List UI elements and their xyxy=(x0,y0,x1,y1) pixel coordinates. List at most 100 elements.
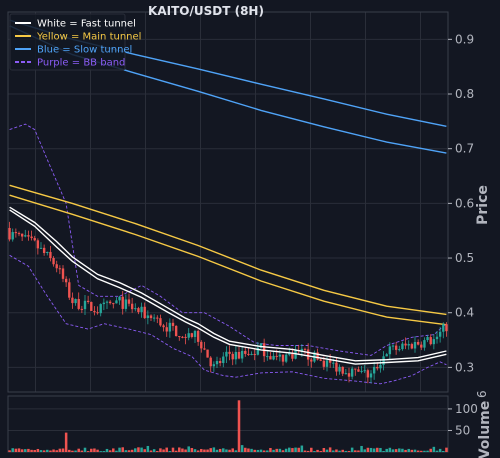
candle-body-82 xyxy=(266,356,269,358)
candle-body-36 xyxy=(121,296,124,309)
volume-bar-101 xyxy=(325,449,329,452)
volume-bar-120 xyxy=(385,448,388,452)
volume-bar-123 xyxy=(394,449,398,452)
volume-bar-36 xyxy=(121,447,124,452)
volume-bar-22 xyxy=(77,448,80,452)
volume-bar-50 xyxy=(165,447,168,452)
volume-gridlines xyxy=(8,408,448,431)
volume-bar-15 xyxy=(55,450,58,452)
price-axis-ticks: 0.3 0.4 0.5 0.6 0.7 0.8 0.9 xyxy=(448,32,474,374)
vol-tick-label-0: 50 xyxy=(455,423,470,437)
candle-body-61 xyxy=(200,341,203,349)
candle-body-48 xyxy=(159,318,162,326)
y-tick-label-5: 0.8 xyxy=(455,87,474,101)
volume-bar-0 xyxy=(8,450,11,452)
volume-bar-65 xyxy=(212,447,216,452)
volume-bar-75 xyxy=(244,447,247,452)
candle-body-29 xyxy=(99,304,102,314)
volume-bar-94 xyxy=(303,450,307,452)
volume-bar-128 xyxy=(410,449,414,452)
candle-body-34 xyxy=(115,300,118,304)
volume-bar-13 xyxy=(49,450,52,452)
volume-bar-51 xyxy=(168,451,172,452)
candle-body-80 xyxy=(259,343,263,348)
candle-body-26 xyxy=(90,302,93,311)
candle-body-119 xyxy=(382,356,385,365)
volume-bar-108 xyxy=(347,450,351,452)
candle-body-102 xyxy=(328,360,332,363)
volume-bar-28 xyxy=(96,449,99,452)
volume-bar-76 xyxy=(247,448,250,452)
candle-body-139 xyxy=(445,324,448,332)
volume-bar-58 xyxy=(190,448,194,452)
volume-bar-20 xyxy=(71,450,74,452)
candle-body-134 xyxy=(429,337,432,345)
volume-bar-82 xyxy=(266,450,269,452)
volume-bar-56 xyxy=(184,449,187,452)
volume-bar-11 xyxy=(42,450,46,452)
volume-bar-77 xyxy=(250,448,253,452)
candle-body-101 xyxy=(325,360,329,367)
candle-body-19 xyxy=(68,282,71,298)
candle-body-12 xyxy=(46,251,49,254)
volume-bar-126 xyxy=(404,449,407,452)
candle-body-76 xyxy=(247,353,250,355)
candle-body-94 xyxy=(303,348,307,350)
volume-bar-68 xyxy=(222,448,225,452)
volume-bar-119 xyxy=(382,450,385,452)
candle-body-28 xyxy=(96,312,99,314)
volume-bar-111 xyxy=(357,450,360,452)
candle-body-18 xyxy=(64,278,68,283)
candle-body-75 xyxy=(244,350,247,354)
volume-bar-115 xyxy=(369,447,373,452)
candle-body-32 xyxy=(108,301,112,304)
candle-body-133 xyxy=(426,337,429,341)
volume-bar-127 xyxy=(407,448,410,452)
volume-bar-100 xyxy=(322,448,326,452)
candle-body-79 xyxy=(256,347,260,355)
volume-bar-90 xyxy=(291,448,294,452)
volume-bar-40 xyxy=(134,448,137,452)
candle-body-127 xyxy=(407,344,410,346)
volume-bar-32 xyxy=(108,450,112,452)
y-tick-label-1: 0.4 xyxy=(455,306,474,320)
y-tick-label-4: 0.7 xyxy=(455,142,474,156)
candle-body-71 xyxy=(231,353,234,360)
candle-body-54 xyxy=(178,336,181,338)
y-axis-label: Price xyxy=(475,185,491,225)
y-tick-label-2: 0.5 xyxy=(455,251,474,265)
volume-bar-59 xyxy=(193,449,197,452)
volume-bar-135 xyxy=(432,446,436,452)
candle-body-73 xyxy=(237,351,241,359)
volume-bar-107 xyxy=(344,450,348,452)
candle-body-10 xyxy=(39,247,43,249)
candle-body-11 xyxy=(42,247,46,254)
candle-body-100 xyxy=(322,360,326,367)
volume-bar-39 xyxy=(130,449,134,452)
y-tick-label-6: 0.9 xyxy=(455,32,474,46)
volume-bar-30 xyxy=(102,451,106,452)
candle-body-33 xyxy=(112,303,115,305)
volume-exponent: 6 xyxy=(475,390,489,398)
volume-bar-38 xyxy=(127,450,131,452)
candle-body-77 xyxy=(250,353,253,355)
volume-bar-4 xyxy=(20,449,24,452)
volume-bar-112 xyxy=(360,445,363,452)
fast-tunnel-lines xyxy=(9,206,447,365)
volume-bar-62 xyxy=(203,449,206,452)
candle-body-125 xyxy=(401,343,404,350)
volume-bar-133 xyxy=(426,450,429,452)
candle-body-128 xyxy=(410,344,414,349)
candle-body-121 xyxy=(388,346,392,355)
candle-body-89 xyxy=(288,352,291,355)
candle-body-21 xyxy=(74,298,77,304)
main-lower-line xyxy=(9,194,447,326)
volume-bar-54 xyxy=(178,447,181,452)
candle-body-70 xyxy=(228,351,231,354)
y-tick-label-0: 0.3 xyxy=(455,360,474,374)
legend-box xyxy=(9,13,126,71)
volume-bar-25 xyxy=(86,451,90,452)
volume-bar-83 xyxy=(269,447,272,452)
volume-bar-5 xyxy=(24,449,27,452)
price-panel-border xyxy=(7,11,449,393)
